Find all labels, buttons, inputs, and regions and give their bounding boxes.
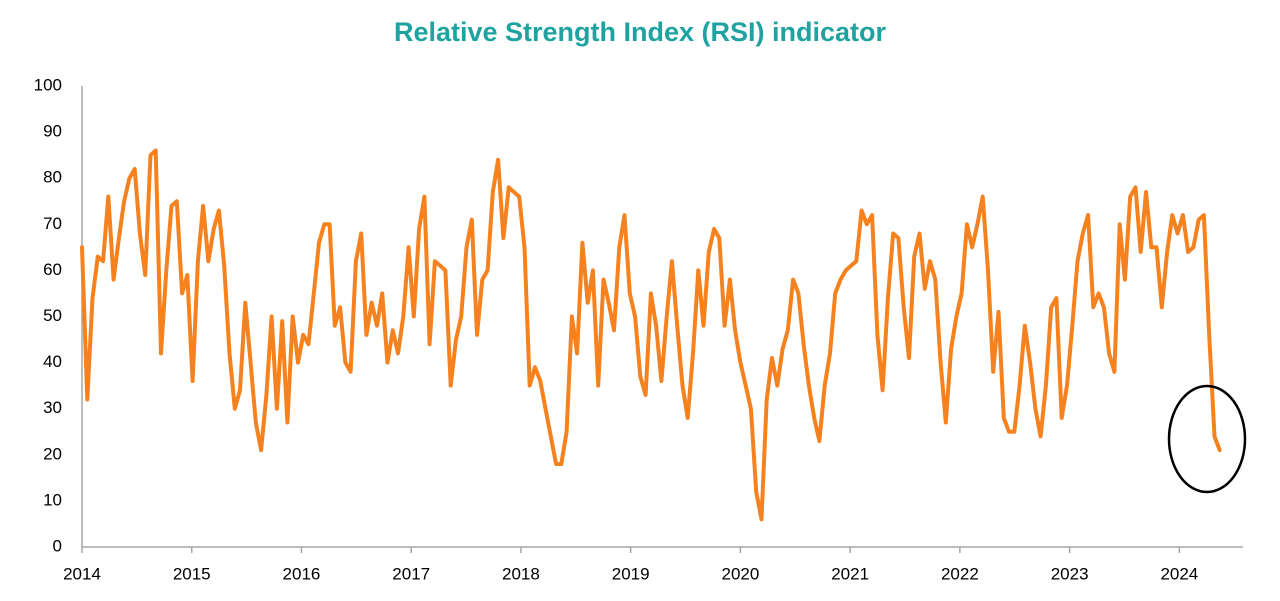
- y-tick-label: 0: [53, 536, 62, 555]
- y-tick-label: 100: [34, 75, 62, 94]
- y-tick-label: 70: [43, 214, 62, 233]
- x-tick-label: 2022: [941, 564, 979, 583]
- y-tick-label: 90: [43, 122, 62, 141]
- x-tick-label: 2024: [1160, 564, 1198, 583]
- y-tick-label: 60: [43, 260, 62, 279]
- y-tick-label: 10: [43, 490, 62, 509]
- x-tick-label: 2016: [283, 564, 321, 583]
- x-tick-label: 2014: [63, 564, 101, 583]
- x-tick-label: 2015: [173, 564, 211, 583]
- chart-title: Relative Strength Index (RSI) indicator: [394, 17, 887, 47]
- y-tick-label: 50: [43, 306, 62, 325]
- highlight-circle: [1167, 384, 1247, 494]
- x-tick-label: 2018: [502, 564, 540, 583]
- x-tick-label: 2020: [721, 564, 759, 583]
- x-tick-label: 2023: [1051, 564, 1089, 583]
- data-line: [80, 148, 1222, 522]
- x-tick-label: 2019: [612, 564, 650, 583]
- x-tick-label: 2021: [831, 564, 869, 583]
- x-tick-label: 2017: [392, 564, 430, 583]
- y-tick-label: 20: [43, 444, 62, 463]
- y-tick-label: 80: [43, 168, 62, 187]
- y-tick-label: 40: [43, 352, 62, 371]
- y-tick-label: 30: [43, 398, 62, 417]
